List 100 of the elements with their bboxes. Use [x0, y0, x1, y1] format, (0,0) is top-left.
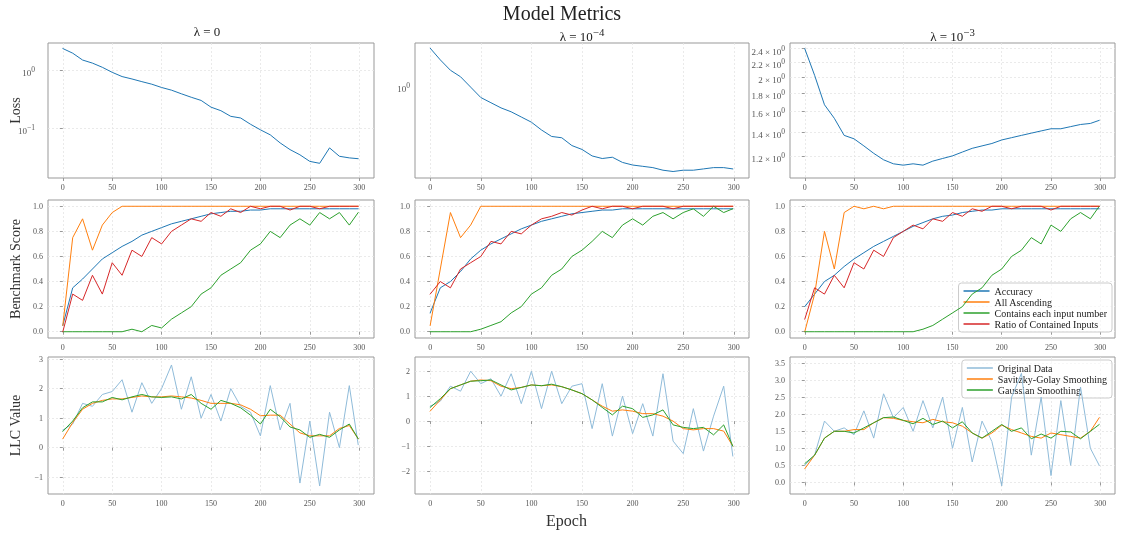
x-tick-label: 300	[727, 342, 740, 352]
y-tick-label: 0	[39, 443, 43, 453]
x-tick-label: 100	[525, 182, 538, 192]
x-tick-label: 0	[802, 498, 807, 508]
y-tick-label: 0.2	[33, 302, 43, 312]
y-tick-label: 2.2 × 10$^{0}$	[751, 57, 785, 71]
y-tick-label: 0.8	[775, 226, 785, 236]
y-tick-label: 2.0	[775, 409, 785, 419]
x-tick-label: 0	[60, 182, 65, 192]
x-tick-label: 150	[946, 498, 959, 508]
x-tick-label: 250	[1044, 498, 1057, 508]
x-tick-label: 300	[1094, 182, 1107, 192]
y-tick-label: 3	[39, 354, 43, 364]
x-tick-label: 250	[677, 498, 690, 508]
x-tick-label: 100	[525, 342, 538, 352]
x-tick-label: 50	[850, 342, 859, 352]
x-tick-label: 50	[476, 182, 485, 192]
legend-label: Accuracy	[994, 285, 1033, 297]
chart-title: λ = 10$^{−3}$	[930, 26, 975, 45]
x-tick-label: 200	[254, 498, 267, 508]
x-tick-label: 50	[108, 182, 117, 192]
x-tick-label: 100	[155, 342, 168, 352]
line-series	[804, 48, 1100, 166]
y-tick-label: 0.0	[33, 327, 43, 337]
y-tick-label: 0.5	[775, 460, 785, 470]
x-tick-label: 200	[254, 182, 267, 192]
x-tick-label: 50	[476, 342, 485, 352]
x-tick-label: 300	[1094, 498, 1107, 508]
x-tick-label: 200	[626, 182, 639, 192]
y-tick-label: 0.6	[775, 251, 785, 261]
x-tick-label: 50	[108, 342, 117, 352]
x-tick-label: 100	[155, 498, 168, 508]
y-tick-label: 1	[39, 413, 43, 423]
x-tick-label: 150	[205, 342, 217, 352]
x-tick-label: 150	[205, 182, 217, 192]
x-tick-label: 250	[303, 342, 316, 352]
legend-label: Ratio of Contained Inputs	[994, 318, 1099, 330]
y-tick-label: 1.8 × 10$^{0}$	[751, 88, 785, 102]
y-tick-label: 1.0	[400, 201, 410, 211]
y-tick-label: −1	[401, 441, 410, 451]
x-tick-label: 200	[995, 498, 1008, 508]
y-tick-label: 1	[406, 391, 410, 401]
x-tick-label: 300	[1094, 342, 1107, 352]
x-tick-label: 100	[525, 498, 538, 508]
y-tick-label: 1.6 × 10$^{0}$	[751, 106, 785, 120]
x-tick-label: 250	[303, 182, 316, 192]
x-tick-label: 300	[353, 182, 366, 192]
x-tick-label: 0	[802, 182, 807, 192]
x-tick-label: 0	[428, 498, 433, 508]
x-tick-label: 300	[727, 182, 740, 192]
x-tick-label: 300	[353, 342, 366, 352]
y-tick-label: −2	[401, 466, 410, 476]
x-tick-label: 250	[1044, 342, 1057, 352]
y-tick-label: 10$^{0}$	[22, 64, 35, 78]
line-series	[429, 370, 734, 457]
x-tick-label: 150	[946, 182, 959, 192]
y-tick-label: 0.8	[400, 226, 410, 236]
y-tick-label: 0.0	[775, 477, 785, 487]
x-tick-label: 150	[576, 342, 588, 352]
y-axis-title: Benchmark Score	[7, 219, 23, 319]
y-tick-label: 2	[39, 384, 43, 394]
x-tick-label: 0	[428, 182, 433, 192]
y-tick-label: 0.6	[33, 251, 43, 261]
y-tick-label: 2.5	[775, 392, 785, 402]
line-series	[429, 205, 734, 295]
x-tick-label: 50	[108, 498, 117, 508]
y-tick-label: 0	[406, 416, 410, 426]
x-tick-label: 100	[155, 182, 168, 192]
y-tick-label: 0.4	[775, 277, 785, 287]
y-tick-label: 3.0	[775, 375, 785, 385]
y-tick-label: 2 × 10$^{0}$	[758, 71, 785, 85]
x-tick-label: 150	[205, 498, 217, 508]
y-tick-label: −1	[34, 472, 43, 482]
y-tick-label: 0.0	[775, 327, 785, 337]
y-tick-label: 1.5	[775, 426, 785, 436]
x-tick-label: 250	[303, 498, 316, 508]
x-tick-label: 100	[897, 498, 910, 508]
y-tick-label: 1.0	[775, 201, 785, 211]
y-tick-label: 0.6	[400, 251, 410, 261]
y-tick-label: 0.4	[33, 277, 43, 287]
line-series	[62, 364, 359, 487]
x-tick-label: 0	[60, 498, 65, 508]
x-tick-label: 200	[995, 182, 1008, 192]
x-tick-label: 0	[60, 342, 65, 352]
x-tick-label: 250	[1044, 182, 1057, 192]
legend-label: Gaussian Smoothing	[997, 384, 1081, 396]
y-tick-label: 1.0	[33, 201, 43, 211]
x-tick-label: 50	[850, 498, 859, 508]
y-tick-label: 1.2 × 10$^{0}$	[751, 150, 785, 164]
x-tick-label: 200	[626, 498, 639, 508]
y-tick-label: 10$^{−1}$	[18, 123, 35, 137]
y-axis-title: LLC Value	[7, 394, 23, 457]
x-tick-label: 50	[476, 498, 485, 508]
y-tick-label: 0.8	[33, 226, 43, 236]
x-tick-label: 200	[254, 342, 267, 352]
legend-label: All Ascending	[994, 296, 1053, 308]
chart-title: λ = 10$^{−4}$	[559, 26, 605, 45]
x-axis-title: Epoch	[546, 512, 587, 529]
x-tick-label: 100	[897, 182, 910, 192]
x-tick-label: 200	[626, 342, 639, 352]
